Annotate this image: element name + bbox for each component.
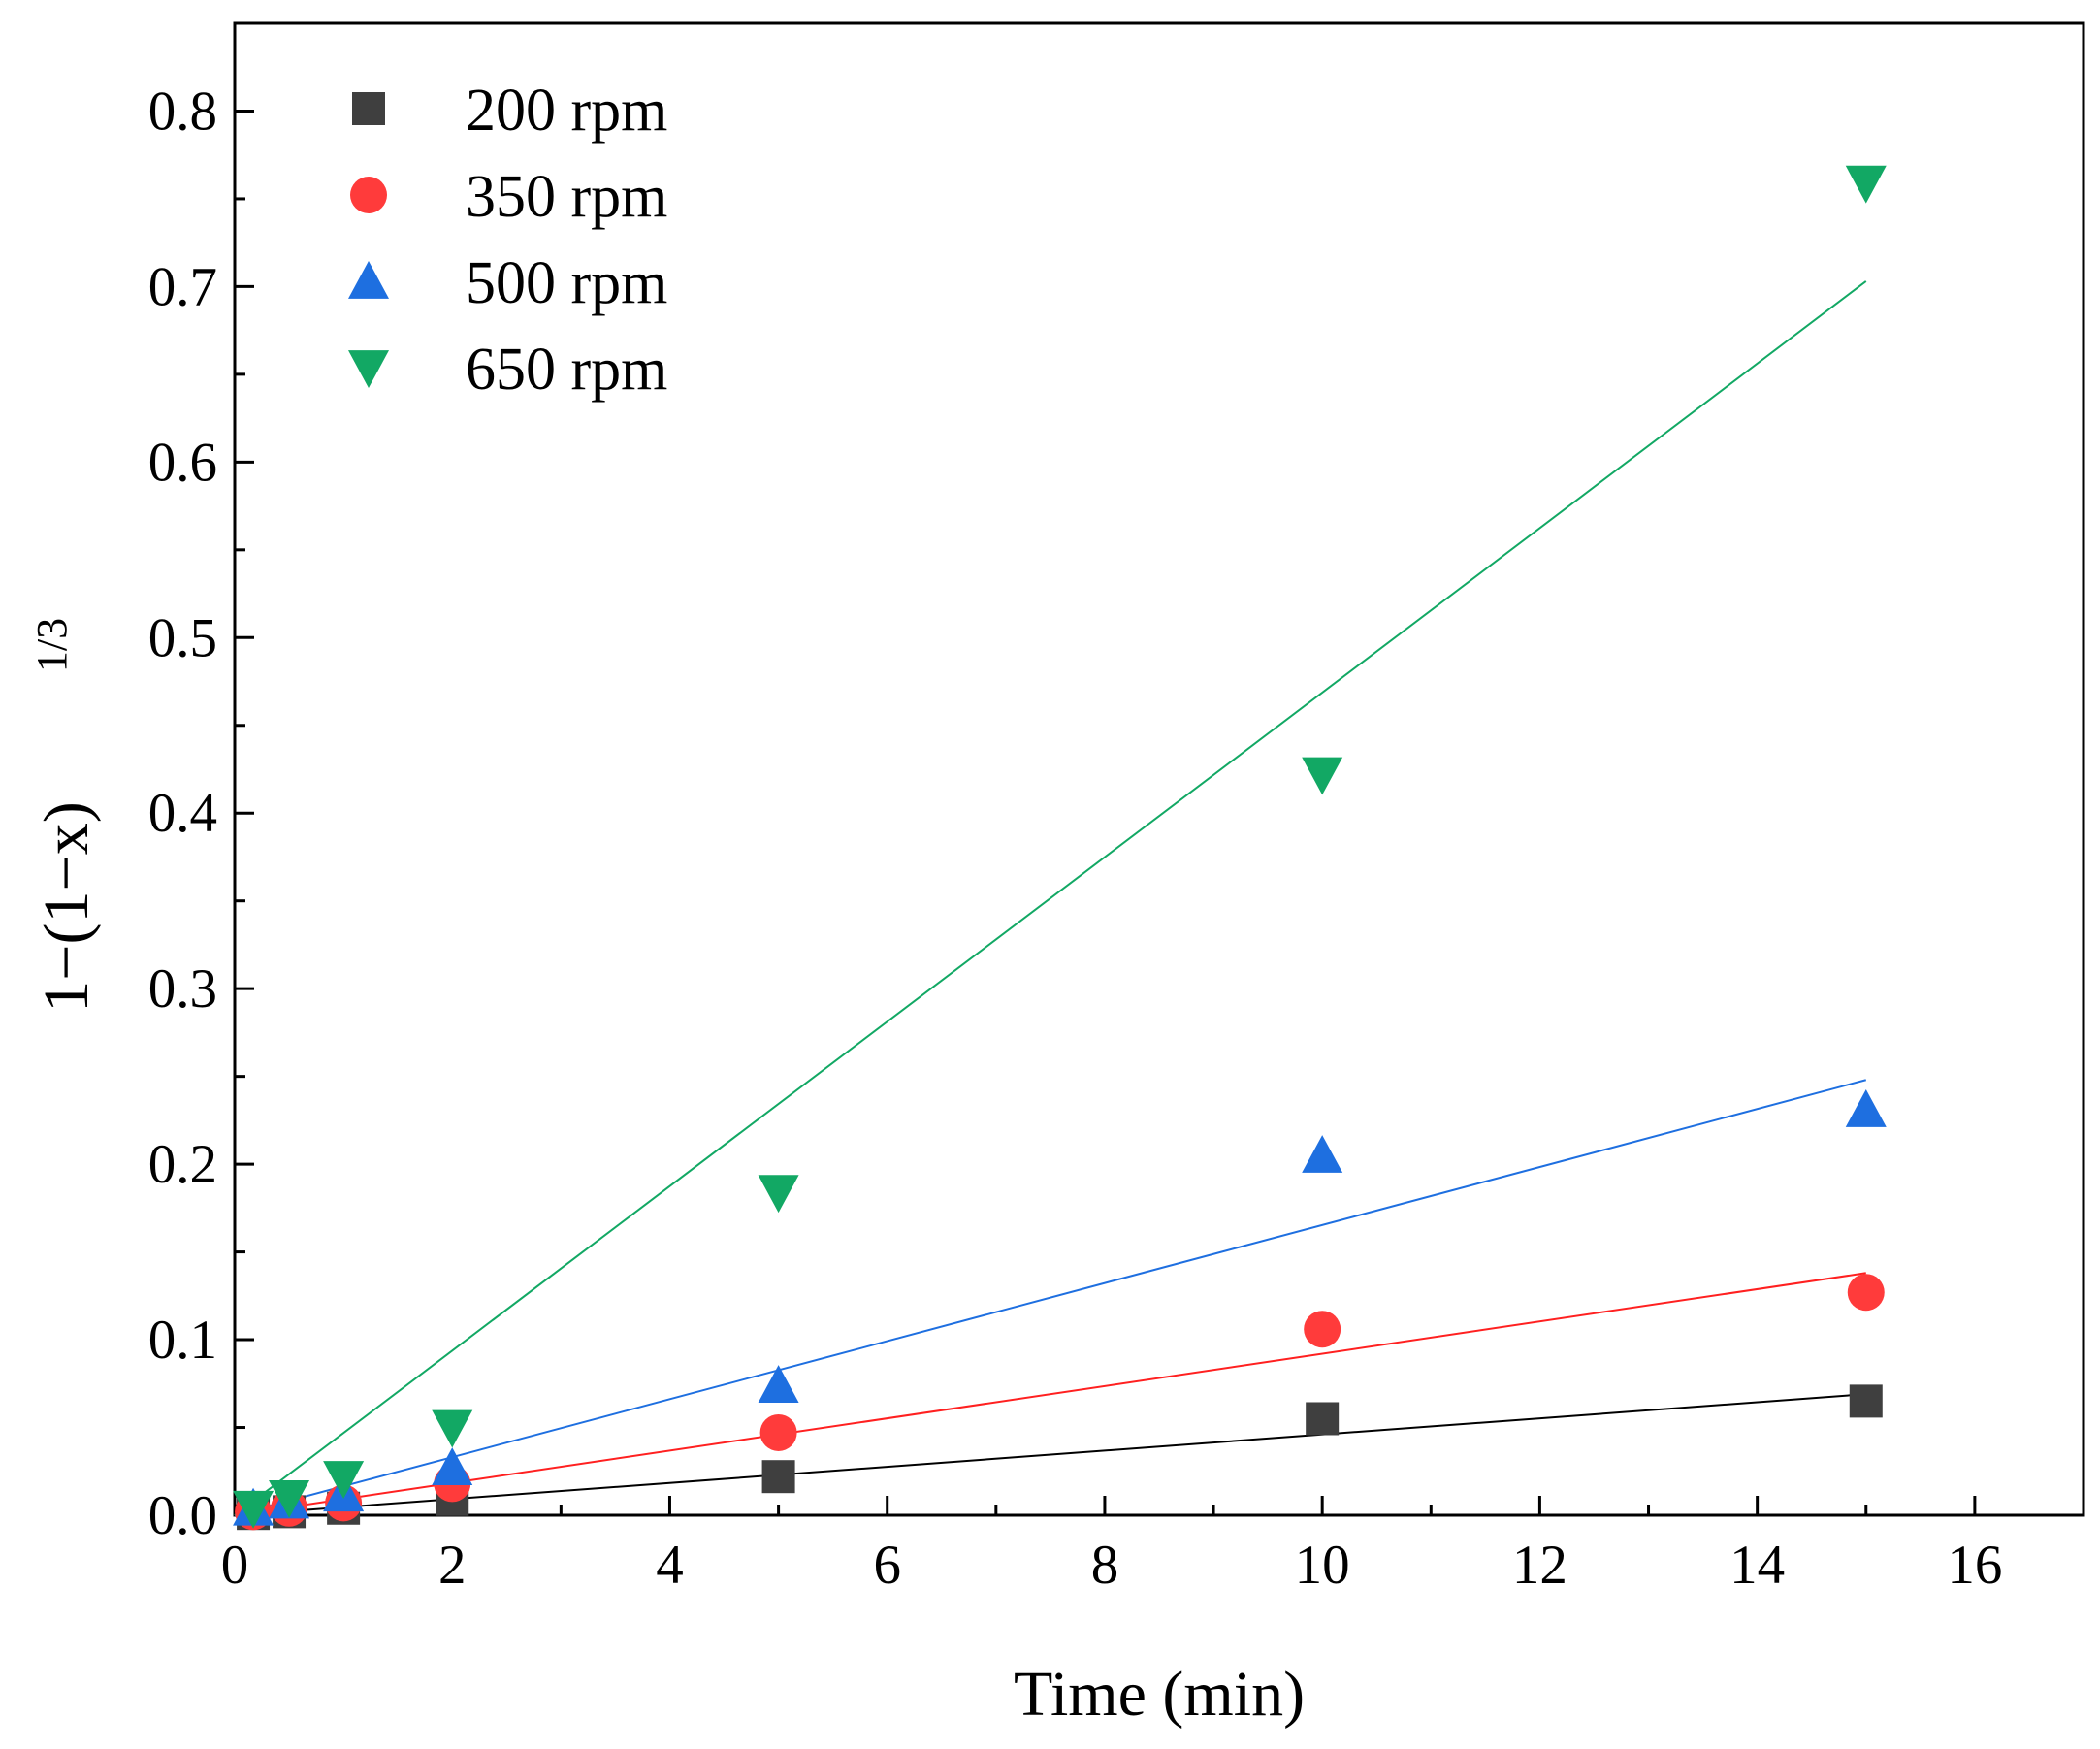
y-axis-title: 1−(1−x) 1/3	[28, 618, 102, 1013]
data-point-650-rpm	[758, 1175, 799, 1214]
y-tick-label: 0.6	[148, 432, 217, 493]
x-tick-label: 8	[1091, 1535, 1119, 1596]
fit-line-650-rpm	[234, 280, 1867, 1516]
legend-label: 650 rpm	[466, 337, 667, 403]
y-tick-label: 0.3	[148, 958, 217, 1020]
data-point-650-rpm	[323, 1461, 365, 1500]
x-axis-title: Time (min)	[1014, 1659, 1305, 1730]
x-tick-label: 12	[1512, 1535, 1567, 1596]
legend-label: 200 rpm	[466, 78, 667, 144]
x-tick-label: 0	[221, 1535, 249, 1596]
legend-label: 500 rpm	[466, 250, 667, 316]
data-point-650-rpm	[233, 1490, 275, 1529]
data-point-500-rpm	[1845, 1089, 1887, 1127]
data-point-350-rpm	[1847, 1274, 1885, 1312]
data-point-200-rpm	[1849, 1384, 1883, 1418]
legend-marker	[348, 350, 389, 388]
legend-marker	[350, 177, 387, 213]
y-axis-title-main: 1−(1−x)	[31, 801, 102, 1012]
legend-marker	[352, 92, 385, 125]
x-tick-label: 10	[1295, 1535, 1350, 1596]
data-point-350-rpm	[759, 1413, 797, 1451]
y-tick-label: 0.2	[148, 1134, 217, 1195]
fit-lines	[234, 280, 1867, 1516]
axes-layer: 0 2 4 6 8 10 12 14 16 0.0 0.1 0.2 0.3 0.4 0.5 0.6 0.7 0.8	[148, 21, 2085, 1596]
x-tick-label: 4	[656, 1535, 684, 1596]
data-point-350-rpm	[1304, 1311, 1341, 1348]
y-tick-label: 0.5	[148, 607, 217, 668]
fit-line-350-rpm	[234, 1272, 1866, 1516]
y-axis-title-superscript: 1/3	[28, 618, 76, 672]
data-point-500-rpm	[758, 1365, 799, 1403]
y-tick-label: 0.4	[148, 783, 217, 844]
legend: 200 rpm 350 rpm 500 rpm 650 rpm	[348, 78, 667, 403]
y-tick-label: 0.0	[148, 1485, 217, 1546]
data-point-200-rpm	[1306, 1402, 1340, 1436]
data-points	[233, 165, 1887, 1531]
data-point-500-rpm	[1302, 1135, 1343, 1173]
data-point-650-rpm	[1302, 757, 1343, 795]
x-tick-label: 6	[873, 1535, 901, 1596]
fit-line-500-rpm	[234, 1079, 1867, 1516]
data-point-200-rpm	[761, 1460, 795, 1494]
data-point-500-rpm	[432, 1447, 473, 1485]
plot-frame	[233, 21, 2085, 1517]
y-tick-label: 0.1	[148, 1310, 217, 1371]
data-point-650-rpm	[269, 1480, 310, 1518]
y-tick-label: 0.8	[148, 81, 217, 142]
legend-label: 350 rpm	[466, 164, 667, 230]
x-tick-label: 14	[1729, 1535, 1785, 1596]
data-point-650-rpm	[1845, 165, 1887, 204]
y-tick-label: 0.7	[148, 256, 217, 317]
x-tick-label: 2	[438, 1535, 467, 1596]
data-point-650-rpm	[432, 1409, 473, 1448]
legend-marker	[348, 261, 389, 299]
fit-line-200-rpm	[234, 1393, 1866, 1516]
x-tick-label: 16	[1947, 1535, 2002, 1596]
